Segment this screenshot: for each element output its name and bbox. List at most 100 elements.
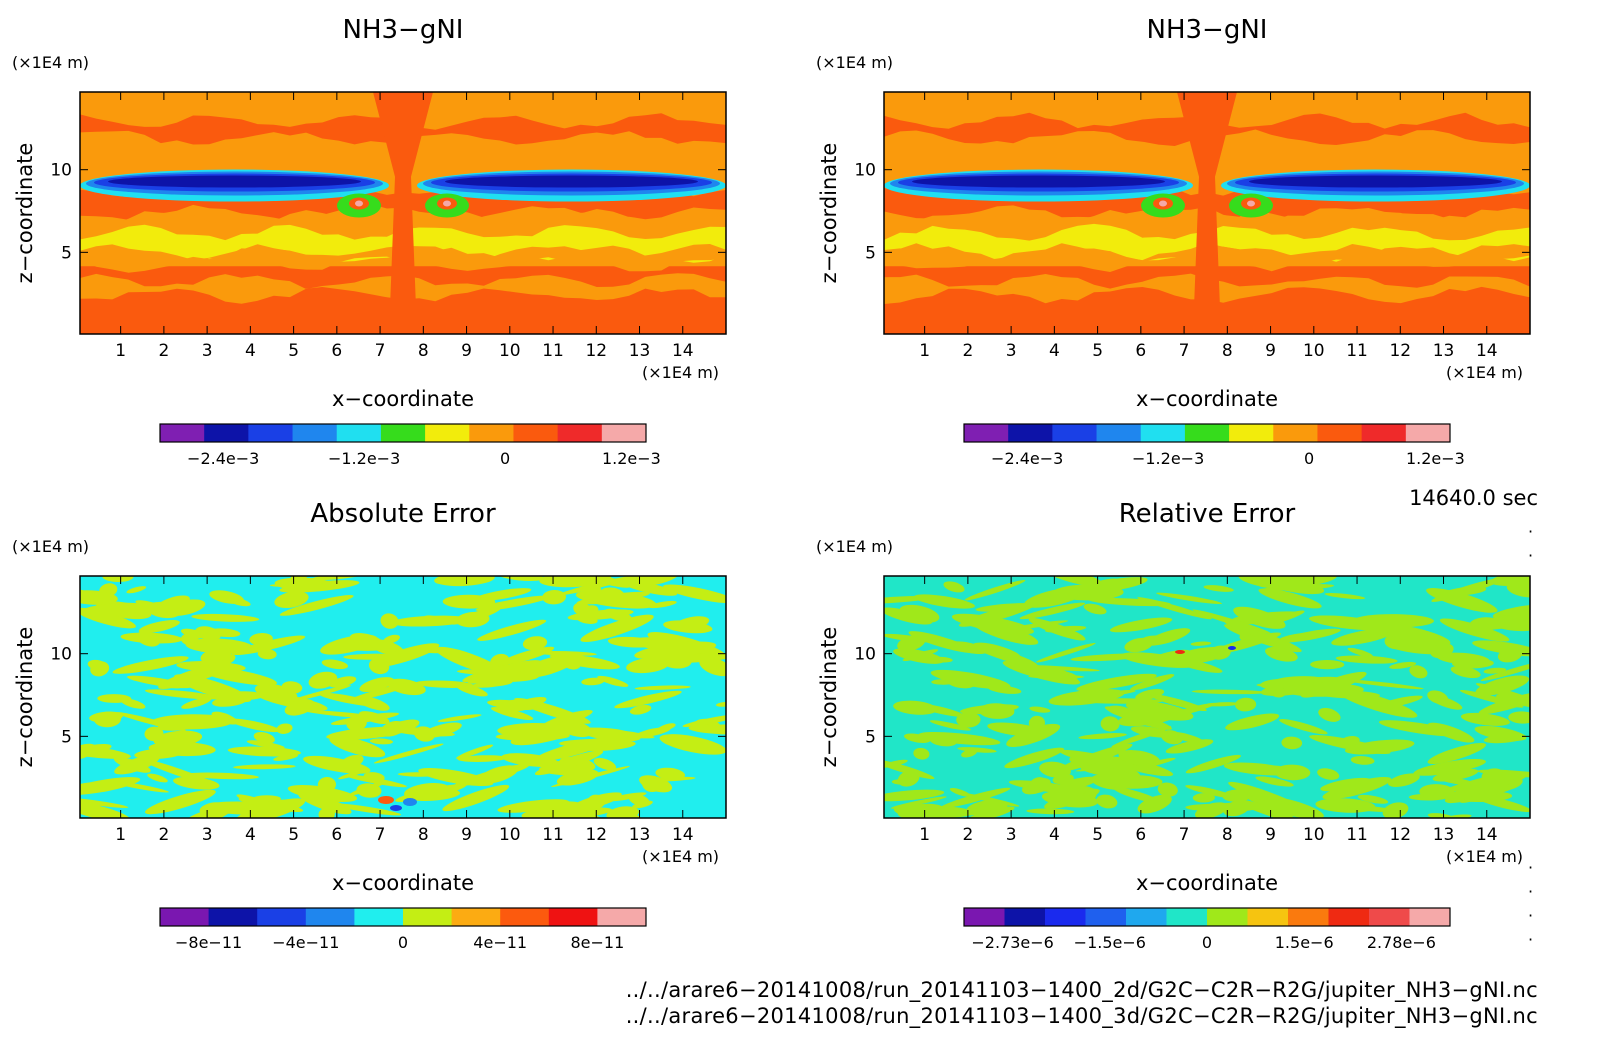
- field-patch: [1427, 743, 1487, 764]
- x-unit-label: (×1E4 m): [642, 847, 719, 866]
- field-patch: [659, 734, 726, 755]
- panel-2: NH3−gNI(×1E4 m)1 2 3 4 5 6 7 8 9 10 11 12 13 14510(×1…: [816, 15, 1531, 468]
- field-patch: [1460, 712, 1510, 726]
- field-patch: [140, 758, 220, 787]
- field-patch: [1256, 765, 1283, 774]
- field-patch: [1147, 693, 1207, 712]
- field-lens: [108, 175, 361, 188]
- field-patch: [1472, 640, 1530, 657]
- field-patch: [607, 792, 647, 802]
- x-tick-label: 3: [1006, 341, 1017, 361]
- field-patch: [1157, 782, 1178, 797]
- colorbar-swatch: [1317, 424, 1363, 442]
- field-patch: [281, 681, 303, 694]
- field-contours: [884, 92, 1530, 334]
- colorbar-tick-label: −4e−11: [272, 933, 339, 952]
- panel-3: Absolute Error(×1E4 m)1 2 3 4 5 6 7 8 9 10 11 12 13 1…: [12, 499, 727, 952]
- field-patch: [534, 650, 597, 656]
- field-patch: [1083, 603, 1107, 615]
- colorbar-tick-label: −2.4e−3: [187, 449, 259, 468]
- footer-file-2d: ../../arare6−20141008/run_20141103−1400_…: [625, 978, 1538, 1002]
- field-patch: [442, 784, 510, 812]
- field-patch: [551, 766, 630, 787]
- field-patch: [1004, 747, 1065, 769]
- field-patch: [500, 646, 555, 665]
- field-patch: [657, 723, 676, 732]
- field-patch: [593, 757, 617, 771]
- colorbar-swatch: [1288, 908, 1329, 926]
- field-patch: [893, 700, 937, 715]
- field-patch: [369, 738, 393, 745]
- y-tick-label: 10: [50, 645, 72, 665]
- field-patch: [1185, 785, 1236, 799]
- footer-file-3d: ../../arare6−20141008/run_20141103−1400_…: [625, 1004, 1538, 1028]
- field-patch: [1113, 787, 1160, 803]
- field-plume: [1177, 92, 1237, 334]
- field-patch: [236, 794, 287, 813]
- field-patch: [209, 590, 244, 604]
- field-anomaly: [403, 798, 417, 806]
- colorbar-swatch: [469, 424, 514, 442]
- field-patch: [181, 697, 212, 709]
- colorbar-swatch: [1126, 908, 1167, 926]
- field-patch: [576, 614, 598, 624]
- field-patch: [303, 755, 371, 774]
- field-patch: [147, 773, 168, 783]
- field-patch: [273, 754, 299, 761]
- field-patch: [1469, 617, 1502, 631]
- field-patch: [199, 802, 225, 815]
- field-patch: [1508, 711, 1530, 724]
- field-patch: [148, 741, 216, 757]
- x-tick-label: 11: [542, 825, 564, 845]
- y-axis-label: z−coordinate: [817, 627, 841, 768]
- field-patch: [534, 750, 604, 776]
- colorbar-swatch: [1207, 908, 1248, 926]
- field-patch: [456, 669, 532, 676]
- field-patch: [174, 674, 252, 703]
- field-patch: [1080, 765, 1132, 779]
- field-patch: [490, 706, 534, 721]
- x-tick-label: 7: [375, 825, 386, 845]
- field-contours: [80, 576, 726, 818]
- field-patch: [655, 767, 686, 781]
- field-patch: [1378, 720, 1460, 737]
- colorbar-swatch: [1004, 908, 1046, 926]
- field-patch: [884, 759, 935, 779]
- field-patch: [477, 619, 547, 641]
- x-tick-label: 2: [158, 341, 169, 361]
- x-tick-label: 5: [288, 825, 299, 845]
- field-patch: [235, 798, 306, 818]
- field-patch: [80, 782, 114, 793]
- field-patch: [1331, 628, 1395, 646]
- field-patch: [621, 576, 680, 587]
- field-patch: [1450, 665, 1481, 679]
- field-patch: [632, 800, 653, 809]
- field-patch: [966, 800, 1008, 816]
- field-patch: [1039, 761, 1071, 778]
- panel-title: Relative Error: [1119, 499, 1296, 529]
- x-tick-label: 6: [1135, 341, 1146, 361]
- field-lens: [445, 175, 698, 188]
- colorbar-swatch: [557, 424, 603, 442]
- field-patch: [144, 726, 164, 742]
- field-patch: [144, 689, 222, 700]
- field-lens: [912, 175, 1165, 188]
- colorbar-tick-label: 1.5e−6: [1275, 933, 1334, 952]
- field-patch: [1279, 719, 1328, 735]
- field-patch: [321, 659, 349, 670]
- field-patch: [1256, 683, 1291, 688]
- field-anomaly: [390, 805, 402, 811]
- field-patch: [1135, 688, 1165, 701]
- field-patch: [356, 696, 390, 711]
- field-patch: [1111, 725, 1172, 748]
- colorbar-tick-label: −8e−11: [175, 933, 242, 952]
- x-axis-label: x−coordinate: [332, 871, 474, 895]
- field-patch: [893, 648, 945, 664]
- field-patch: [893, 805, 948, 818]
- field-patch: [328, 676, 357, 688]
- field-patch: [958, 602, 1037, 627]
- field-patch: [115, 712, 186, 731]
- x-tick-label: 8: [418, 341, 429, 361]
- field-patch: [1225, 713, 1280, 731]
